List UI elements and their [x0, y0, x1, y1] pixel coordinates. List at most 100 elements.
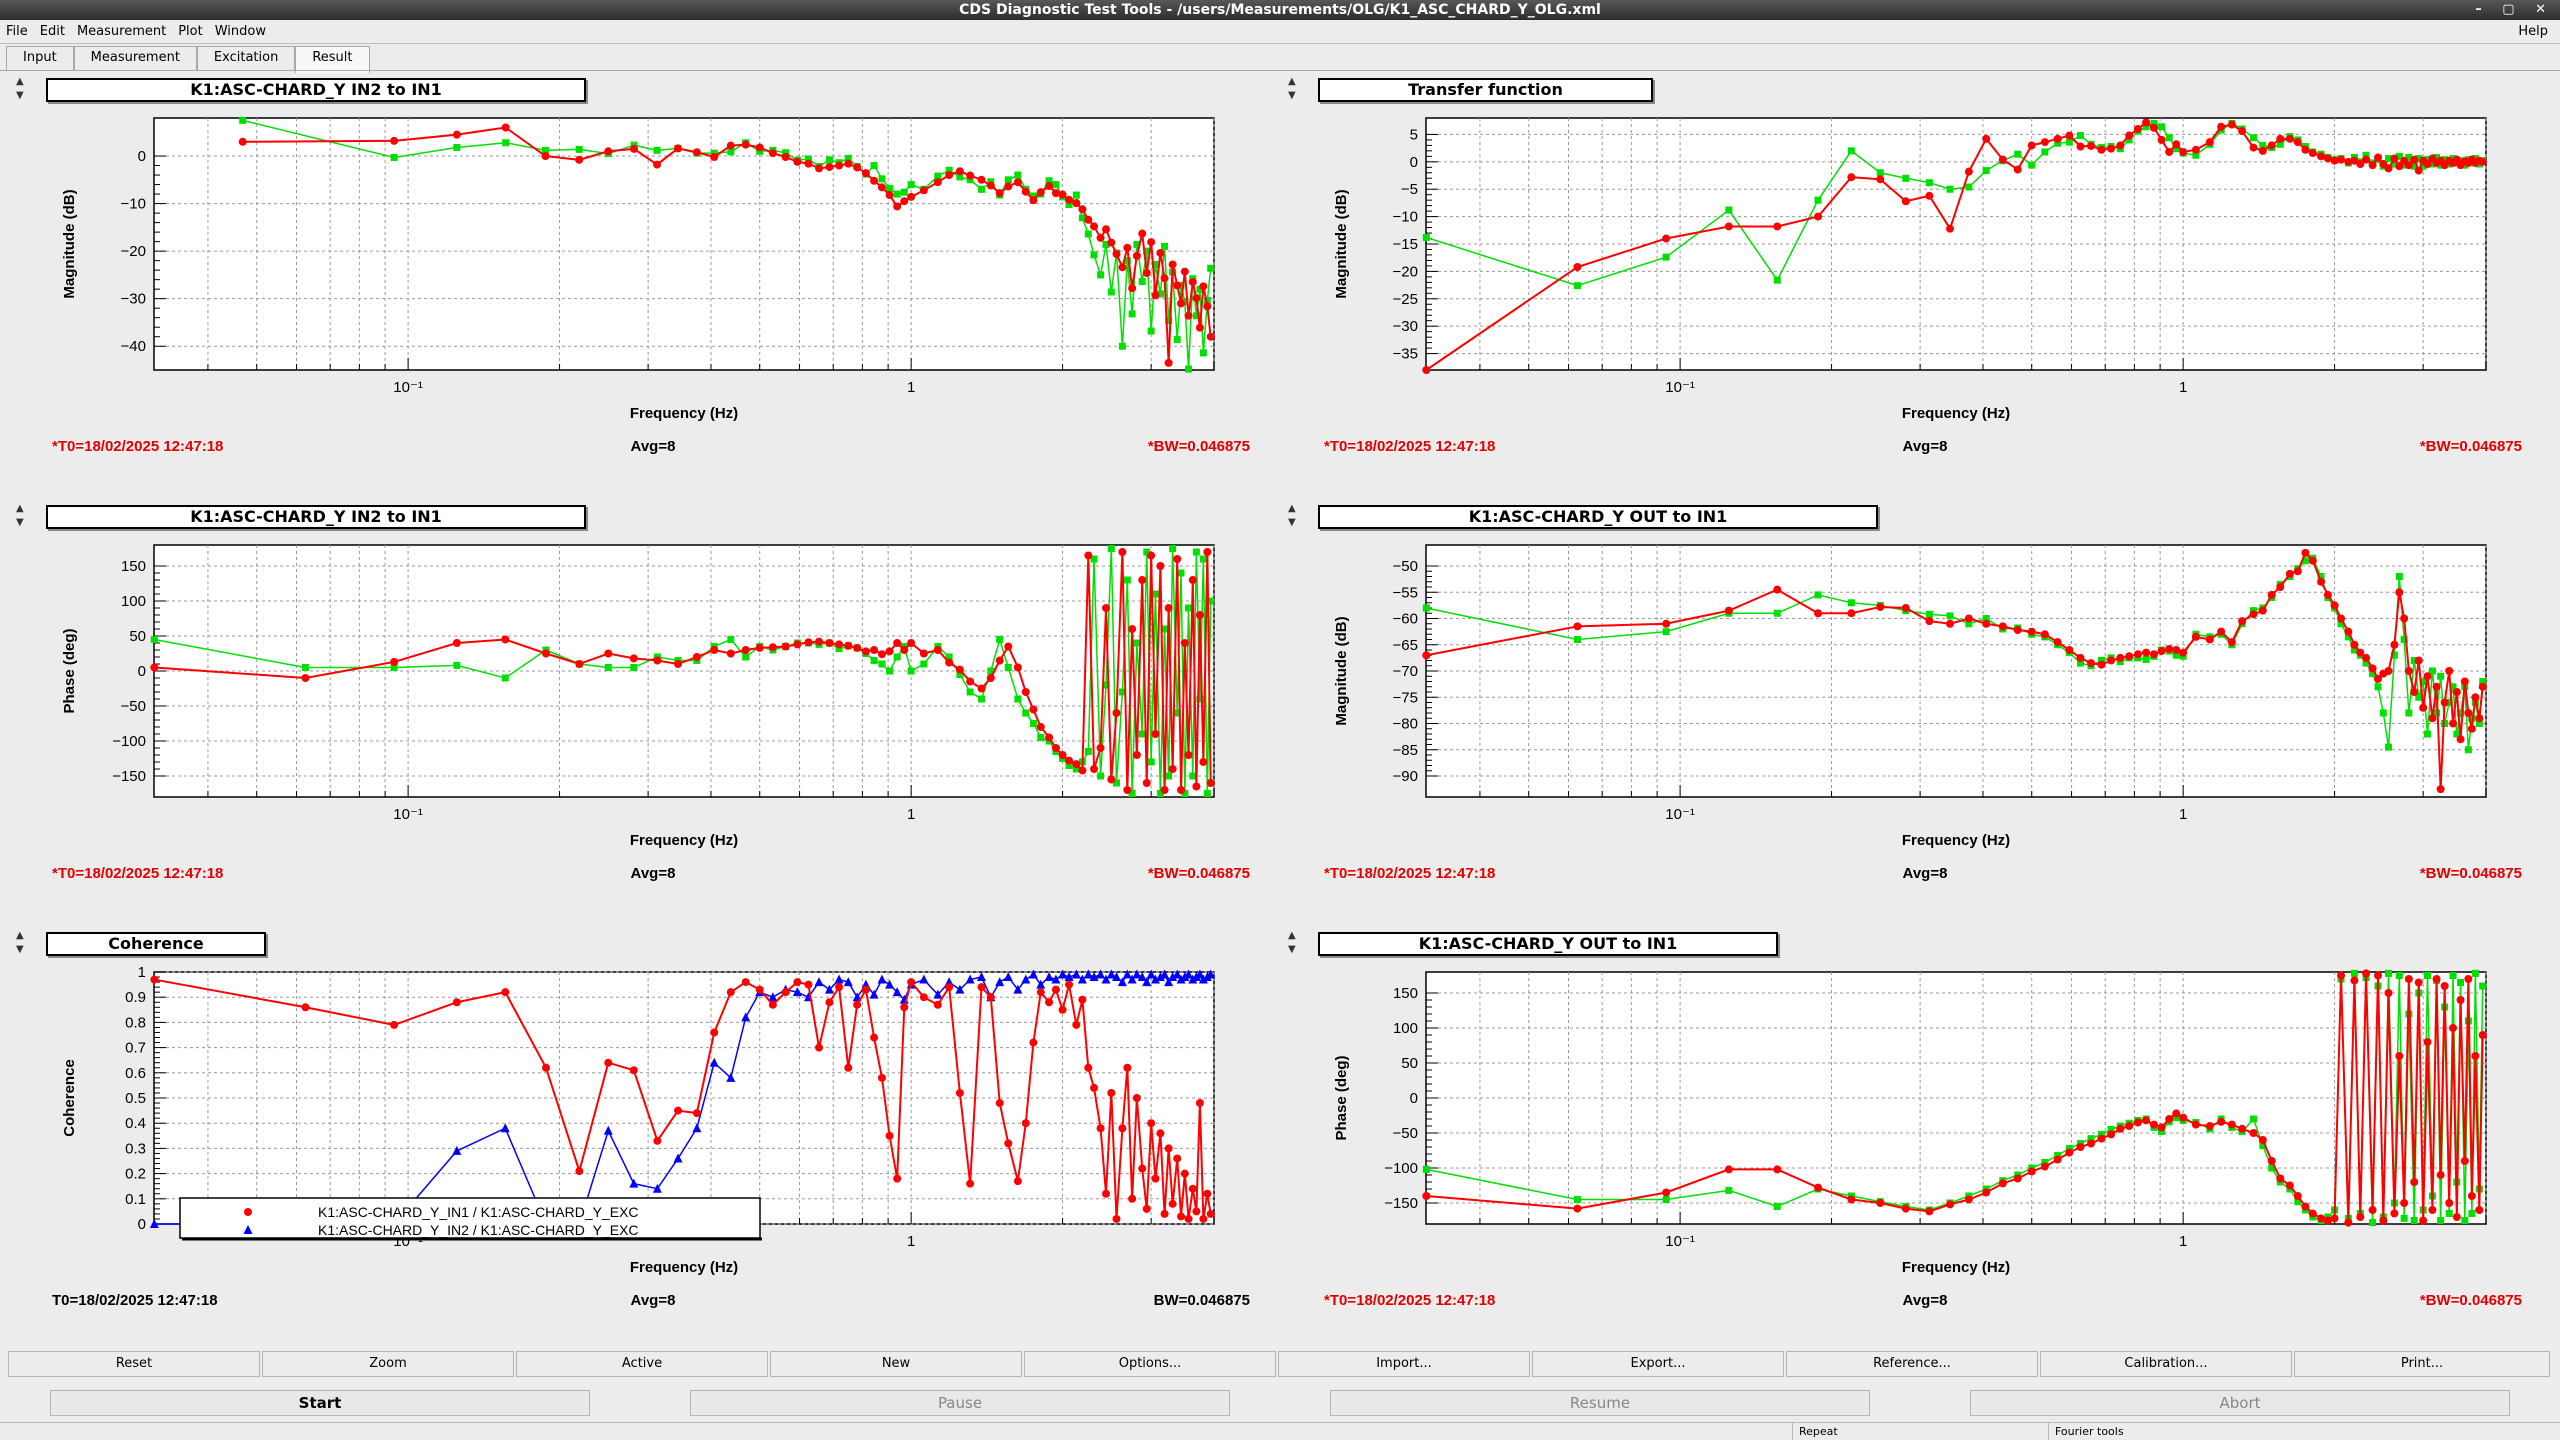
tab-input[interactable]: Input — [6, 46, 74, 70]
options-button[interactable]: Options... — [1024, 1351, 1276, 1377]
data-point-circle — [1573, 622, 1582, 631]
data-point-square — [1107, 545, 1115, 552]
data-point-circle — [2157, 1123, 2166, 1132]
plot-panel-4[interactable]: −50 −55 −60 −65 −70 −75 −80 −85 −90 10⁻¹ 1 Frequenc… — [1280, 498, 2544, 924]
menu-plot[interactable]: Plot — [178, 24, 203, 39]
data-point-circle — [1422, 1192, 1431, 1200]
x-tick-label: 1 — [2179, 1233, 2187, 1250]
panel-scroll-arrows[interactable]: ▲ ▼ — [1288, 930, 1296, 955]
data-point-square — [2449, 683, 2457, 691]
pause-button[interactable]: Pause — [690, 1390, 1230, 1416]
data-point-triangle — [814, 977, 824, 987]
menu-edit[interactable]: Edit — [39, 24, 65, 39]
data-point-triangle — [1164, 977, 1174, 987]
plot-panel-3[interactable]: 150 100 50 0 −50 −100 −150 10⁻¹ 1 Frequency (Hz) P… — [8, 498, 1272, 924]
data-point-square — [1161, 625, 1169, 633]
data-point-circle — [2258, 146, 2267, 155]
menu-window[interactable]: Window — [214, 24, 266, 39]
zoom-button[interactable]: Zoom — [262, 1351, 514, 1377]
data-point-square — [1107, 288, 1115, 296]
data-point-circle — [1123, 243, 1132, 252]
plot-panel-2[interactable]: 5 0 −5 −10 −15 −20 −25 −30 −35 10⁻¹ 1 Frequency (Hz… — [1280, 71, 2544, 497]
data-point-square — [2158, 1128, 2166, 1136]
data-point-circle — [452, 998, 461, 1007]
window-controls[interactable]: – ▢ ✕ — [2475, 2, 2554, 17]
panel-scroll-arrows[interactable]: ▲ ▼ — [16, 76, 24, 101]
menu-help[interactable]: Help — [2518, 24, 2548, 39]
plot-panel-1[interactable]: 0 −10 −20 −30 −40 10⁻¹ 1 Frequency (Hz) Magnitud… — [8, 71, 1272, 497]
data-point-circle — [2238, 127, 2247, 136]
data-point-circle — [1925, 617, 1934, 626]
status-bar: Repeat Fourier tools — [0, 1422, 2560, 1440]
data-point-triangle — [1184, 969, 1194, 979]
data-point-triangle — [1071, 969, 1081, 979]
menu-measurement[interactable]: Measurement — [76, 24, 167, 39]
data-point-circle — [2205, 138, 2214, 147]
y-tick-label: −50 — [1393, 1125, 1418, 1142]
y-tick-label: 0 — [1410, 1090, 1418, 1107]
data-point-circle — [2368, 161, 2377, 170]
reset-button[interactable]: Reset — [8, 1351, 260, 1377]
data-point-circle — [1814, 1183, 1823, 1192]
tab-measurement[interactable]: Measurement — [73, 46, 197, 70]
data-point-square — [956, 671, 964, 678]
data-point-circle — [1847, 173, 1856, 182]
footer-t0: *T0=18/02/2025 12:47:18 — [1324, 865, 1495, 882]
data-point-circle — [2330, 156, 2339, 165]
data-point-circle — [793, 978, 802, 987]
data-point-square — [893, 190, 901, 198]
resume-button[interactable]: Resume — [1330, 1390, 1870, 1416]
footer-t0: *T0=18/02/2025 12:47:18 — [1324, 1292, 1495, 1309]
data-point-square — [2054, 139, 2062, 147]
data-point-triangle — [1122, 969, 1132, 979]
data-point-circle — [1058, 1005, 1067, 1014]
new-button[interactable]: New — [770, 1351, 1022, 1377]
tab-result[interactable]: Result — [295, 46, 370, 73]
data-point-circle — [2384, 989, 2393, 997]
data-point-circle — [945, 171, 954, 180]
data-point-circle — [1192, 294, 1201, 303]
export-button[interactable]: Export... — [1532, 1351, 1784, 1377]
data-point-square — [1982, 167, 1990, 175]
print-button[interactable]: Print... — [2294, 1351, 2550, 1377]
data-point-square — [907, 181, 915, 189]
plot-panel-6[interactable]: 150 100 50 0 −50 −100 −150 10⁻¹ 1 Frequency (Hz) P… — [1280, 925, 2544, 1351]
series-red — [1422, 548, 2487, 794]
data-point-square — [653, 146, 661, 154]
calibration-button[interactable]: Calibration... — [2040, 1351, 2292, 1377]
data-point-circle — [1998, 622, 2007, 631]
data-point-circle — [1160, 786, 1169, 794]
menu-file[interactable]: File — [6, 24, 28, 39]
data-point-circle — [1107, 1088, 1116, 1097]
plot-panel-5[interactable]: 1 0.9 0.8 0.7 0.6 0.5 0.4 0.3 0.2 0.1 0 10⁻¹ 1 Freque… — [8, 925, 1272, 1351]
panel-scroll-arrows[interactable]: ▲ ▼ — [1288, 503, 1296, 528]
data-point-square — [2475, 720, 2483, 727]
data-point-circle — [1004, 1139, 1013, 1148]
start-button[interactable]: Start — [50, 1390, 590, 1416]
panel-scroll-arrows[interactable]: ▲ ▼ — [16, 930, 24, 955]
reference-button[interactable]: Reference... — [1786, 1351, 2038, 1377]
tab-excitation[interactable]: Excitation — [196, 46, 296, 70]
panel-scroll-arrows[interactable]: ▲ ▼ — [16, 503, 24, 528]
data-point-circle — [2374, 674, 2383, 683]
data-point-square — [2259, 1142, 2267, 1150]
data-point-circle — [741, 646, 750, 654]
data-point-square — [1161, 242, 1169, 250]
y-tick-label: −100 — [1384, 1160, 1418, 1177]
data-point-circle — [150, 975, 159, 984]
active-button[interactable]: Active — [516, 1351, 768, 1377]
data-point-circle — [2205, 635, 2214, 644]
panel-scroll-arrows[interactable]: ▲ ▼ — [1288, 76, 1296, 101]
data-point-circle — [2475, 1206, 2484, 1214]
data-point-triangle — [1127, 974, 1137, 984]
data-point-square — [2259, 141, 2267, 149]
x-tick-label: 10⁻¹ — [393, 806, 423, 823]
data-point-circle — [1156, 1129, 1165, 1138]
abort-button[interactable]: Abort — [1970, 1390, 2510, 1416]
data-point-circle — [1151, 1174, 1160, 1183]
data-point-square — [2041, 148, 2049, 156]
y-tick-label: −20 — [1393, 263, 1418, 280]
import-button[interactable]: Import... — [1278, 1351, 1530, 1377]
data-point-square — [2441, 156, 2449, 164]
data-point-triangle — [977, 972, 987, 982]
